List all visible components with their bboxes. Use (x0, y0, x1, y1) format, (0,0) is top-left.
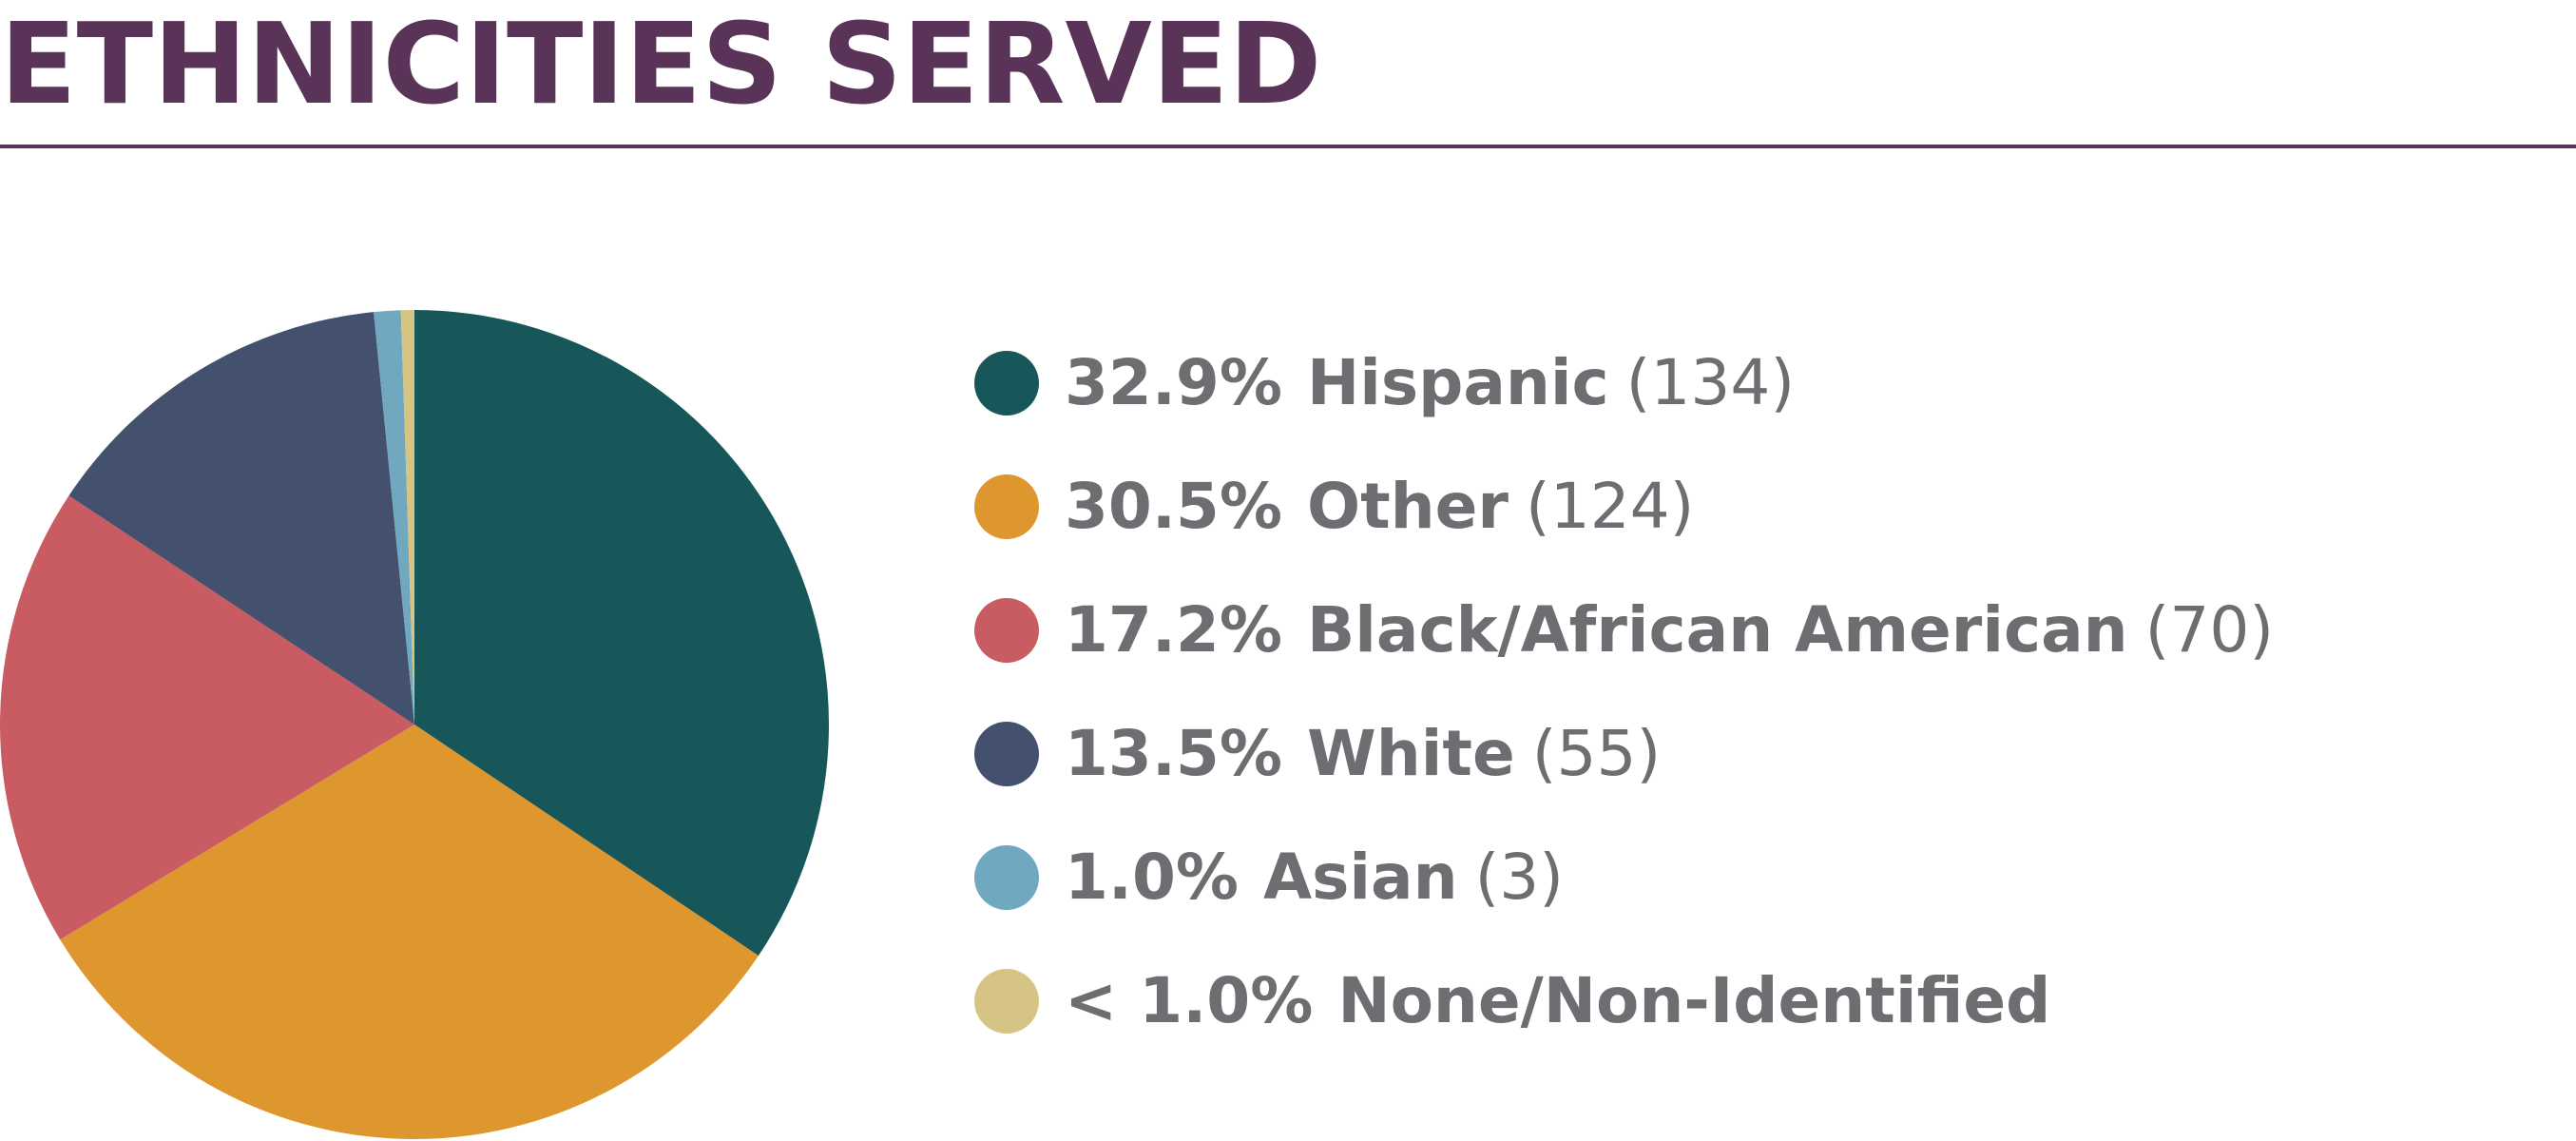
legend-percent: 1.0% (1065, 841, 1239, 914)
legend-percent: 17.2% (1065, 593, 1282, 667)
pie-slice (0, 495, 414, 940)
legend-swatch (974, 722, 1039, 786)
legend-count: (55) (1532, 717, 1661, 790)
legend-count: (70) (2145, 593, 2274, 667)
legend-percent: < 1.0% (1065, 964, 1313, 1037)
legend-percent: 30.5% (1065, 470, 1282, 543)
legend-label: White (1307, 717, 1515, 790)
chart-title: ETHNICITIES SERVED (0, 0, 1321, 129)
pie-slice (400, 310, 414, 725)
legend-entry: 13.5% White (55) (1065, 717, 1661, 790)
legend-percent: 13.5% (1065, 717, 1282, 790)
pie-slice (60, 725, 759, 1139)
legend-count: (134) (1626, 346, 1795, 419)
legend-swatch (974, 598, 1039, 663)
legend-count: (124) (1526, 470, 1694, 543)
legend-swatch (974, 474, 1039, 539)
legend-entry: < 1.0% None/Non-Identified (1065, 964, 2050, 1037)
legend-label: Other (1307, 470, 1509, 543)
legend-label: Black/African American (1307, 593, 2128, 667)
legend-swatch (974, 845, 1039, 910)
legend: 32.9% Hispanic (134) 30.5% Other (124) 17.2% Bl… (974, 346, 2274, 1037)
pie-slice (374, 310, 414, 725)
legend-percent: 32.9% (1065, 346, 1282, 419)
legend-label: None/Non-Identified (1337, 964, 2050, 1037)
pie-slice (68, 312, 414, 725)
pie-slice (414, 310, 829, 957)
pie (0, 310, 829, 1139)
legend-swatch (974, 969, 1039, 1034)
legend-entry: 17.2% Black/African American (70) (1065, 593, 2274, 667)
legend-label: Hispanic (1307, 346, 1609, 419)
legend-entry: 32.9% Hispanic (134) (1065, 346, 1795, 419)
legend-entry: 1.0% Asian (3) (1065, 841, 1564, 914)
legend-swatch (974, 351, 1039, 416)
legend-entry: 30.5% Other (124) (1065, 470, 1694, 543)
legend-count: (3) (1475, 841, 1565, 914)
legend-label: Asian (1263, 841, 1458, 914)
